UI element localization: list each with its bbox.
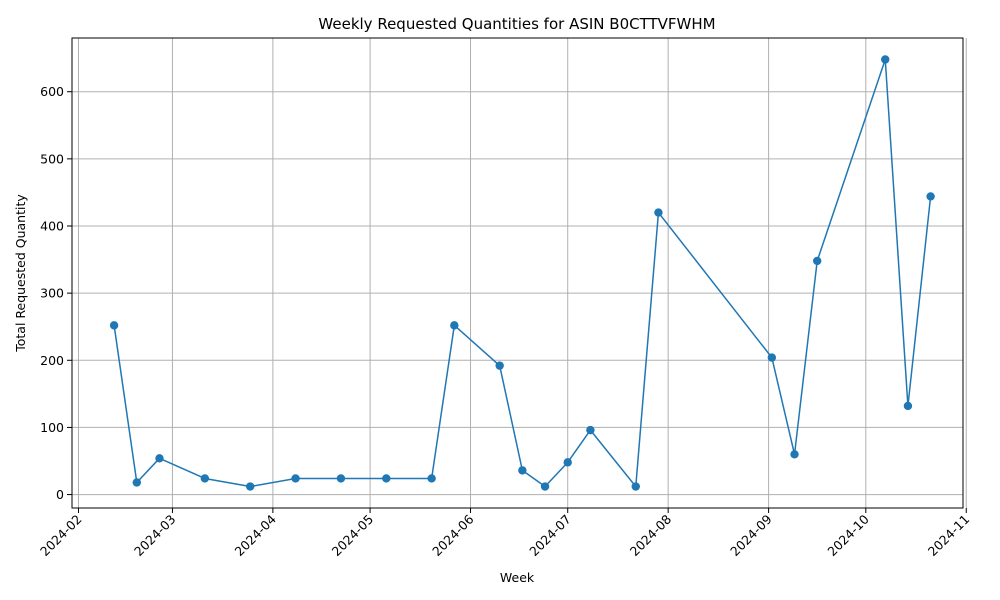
data-point [291, 474, 300, 483]
chart-title: Weekly Requested Quantities for ASIN B0C… [318, 15, 715, 33]
data-point [132, 478, 141, 487]
y-tick-label: 100 [40, 420, 64, 435]
series-layer [109, 55, 935, 491]
plot-frame [71, 37, 964, 509]
data-point [336, 474, 346, 483]
y-tick-label: 400 [40, 219, 64, 234]
data-point [246, 482, 255, 491]
data-point [881, 55, 890, 64]
data-point [518, 466, 527, 475]
data-point [155, 454, 164, 463]
grid-lines [72, 38, 967, 508]
data-point [495, 361, 504, 370]
data-point [109, 321, 119, 330]
y-axis-label: Total Requested Quantity [13, 194, 28, 353]
data-point [450, 321, 459, 330]
data-point [540, 482, 550, 491]
data-point [813, 256, 822, 266]
data-point [200, 474, 210, 483]
data-point [654, 208, 663, 217]
data-point [631, 482, 640, 491]
x-axis-label: Week [500, 570, 535, 585]
y-tick-label: 200 [40, 353, 64, 368]
y-tick-label: 0 [56, 487, 64, 502]
y-tick-label: 300 [40, 286, 64, 301]
data-point [427, 474, 436, 483]
data-point [790, 450, 799, 459]
data-point [563, 458, 572, 467]
data-point [926, 192, 935, 201]
data-point [382, 474, 391, 483]
y-axis: 0 100 200 300 400 500 600 [40, 84, 72, 502]
y-tick-label: 500 [40, 151, 64, 166]
data-point [903, 401, 913, 411]
data-point [767, 353, 777, 362]
y-tick-label: 600 [40, 84, 64, 99]
data-point [586, 425, 595, 435]
